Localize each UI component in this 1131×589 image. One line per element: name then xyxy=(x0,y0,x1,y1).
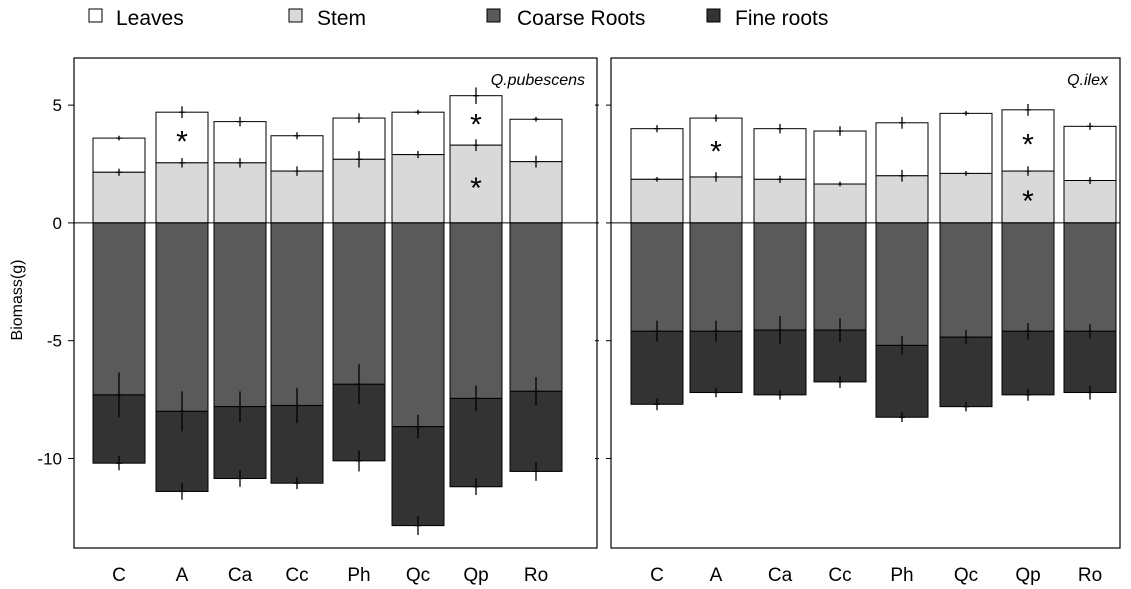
bar-fine-roots-c xyxy=(630,330,684,405)
y-axis-title: Biomass(g) xyxy=(9,260,26,341)
x-tick-label-ca: Ca xyxy=(228,565,253,586)
x-tick-label-a: A xyxy=(710,565,723,586)
bar-coarse-roots-ca xyxy=(213,222,267,408)
bar-coarse-roots-qc xyxy=(939,222,993,338)
bar-coarse-roots-a xyxy=(689,222,743,332)
x-tick-label-ro: Ro xyxy=(1078,565,1102,586)
legend: Leaves Stem Coarse Roots Fine roots xyxy=(88,7,828,30)
x-tick-label-cc: Cc xyxy=(828,565,851,586)
bar-stem-ca xyxy=(753,178,807,224)
significance-mark: * xyxy=(470,108,482,141)
plot-frame xyxy=(610,57,1121,549)
bar-stem-qp xyxy=(1001,170,1055,224)
bar-fine-roots-qp xyxy=(449,397,503,488)
legend-label-coarse-roots: Coarse Roots xyxy=(517,7,645,30)
panel-q-ilex: C A Ca Cc Ph Qc Qp Ro * * * Q.ilex xyxy=(595,57,1121,586)
panel-q-pubescens: 5 0 -5 -10 C A Ca Cc Ph Qc Qp Ro * * * Q.pubescens xyxy=(37,57,598,586)
y-tick-label: -10 xyxy=(37,449,62,468)
bar-leaves-cc xyxy=(813,130,867,185)
bar-fine-roots-ph xyxy=(875,344,929,418)
legend-swatch-coarse-roots xyxy=(486,8,501,23)
legend-label-leaves: Leaves xyxy=(116,7,184,30)
bar-leaves-ca xyxy=(753,128,807,180)
bar-leaves-qc xyxy=(391,111,445,156)
bar-coarse-roots-ro xyxy=(1063,222,1117,332)
bar-stem-qc xyxy=(391,154,445,224)
bar-fine-roots-qc xyxy=(939,336,993,408)
bar-coarse-roots-ph xyxy=(332,222,386,385)
bar-stem-qc xyxy=(939,172,993,224)
x-tick-label-c: C xyxy=(650,565,664,586)
bar-stem-c xyxy=(92,171,146,224)
bar-stem-c xyxy=(630,178,684,224)
bar-coarse-roots-c xyxy=(92,222,146,396)
y-tick-label: 0 xyxy=(53,214,62,233)
bar-fine-roots-ro xyxy=(1063,330,1117,394)
bar-coarse-roots-a xyxy=(155,222,209,412)
bar-leaves-c xyxy=(630,128,684,180)
bar-fine-roots-qp xyxy=(1001,330,1055,396)
y-tick-label: -5 xyxy=(47,332,62,351)
bar-stem-a xyxy=(155,162,209,224)
bar-coarse-roots-c xyxy=(630,222,684,332)
x-tick-label-ph: Ph xyxy=(890,565,913,586)
significance-mark: * xyxy=(176,126,188,159)
bar-stem-ro xyxy=(1063,180,1117,224)
bar-stem-a xyxy=(689,176,743,224)
bar-coarse-roots-ca xyxy=(753,222,807,331)
bar-leaves-ph xyxy=(875,122,929,177)
bar-stem-ph xyxy=(875,175,929,224)
x-tick-label-ca: Ca xyxy=(768,565,793,586)
significance-mark: * xyxy=(1022,128,1034,161)
x-tick-label-qp: Qp xyxy=(463,565,488,586)
legend-swatch-fine-roots xyxy=(706,8,721,23)
legend-swatch-leaves xyxy=(88,8,103,23)
bar-leaves-ca xyxy=(213,121,267,164)
bar-coarse-roots-ro xyxy=(509,222,563,392)
x-tick-label-qc: Qc xyxy=(954,565,978,586)
legend-label-fine-roots: Fine roots xyxy=(735,7,828,30)
bar-coarse-roots-qp xyxy=(1001,222,1055,332)
bar-stem-ph xyxy=(332,158,386,224)
bar-stem-ca xyxy=(213,162,267,224)
bar-stem-ro xyxy=(509,161,563,224)
x-tick-label-ro: Ro xyxy=(524,565,548,586)
bar-stem-cc xyxy=(270,170,324,224)
significance-mark: * xyxy=(470,172,482,205)
x-tick-label-ph: Ph xyxy=(347,565,370,586)
legend-swatch-stem xyxy=(288,8,303,23)
bar-coarse-roots-cc xyxy=(813,222,867,331)
bar-fine-roots-qc xyxy=(391,426,445,527)
panel-title: Q.pubescens xyxy=(491,72,585,89)
significance-mark: * xyxy=(710,136,722,169)
bar-leaves-ro xyxy=(1063,125,1117,181)
bar-leaves-c xyxy=(92,137,146,173)
x-tick-label-a: A xyxy=(176,565,189,586)
bar-coarse-roots-qp xyxy=(449,222,503,399)
bar-leaves-a xyxy=(155,111,209,164)
legend-label-stem: Stem xyxy=(317,7,366,30)
bar-leaves-ro xyxy=(509,118,563,163)
x-tick-label-c: C xyxy=(112,565,126,586)
bar-stem-cc xyxy=(813,183,867,224)
plot-frame xyxy=(73,57,598,549)
y-tick-label: 5 xyxy=(53,96,62,115)
x-tick-label-cc: Cc xyxy=(285,565,308,586)
bar-leaves-cc xyxy=(270,135,324,172)
bar-coarse-roots-cc xyxy=(270,222,324,406)
bar-leaves-qc xyxy=(939,112,993,174)
bar-coarse-roots-qc xyxy=(391,222,445,428)
x-tick-label-qc: Qc xyxy=(406,565,430,586)
x-tick-label-qp: Qp xyxy=(1015,565,1040,586)
bar-stem-qp xyxy=(449,144,503,224)
significance-mark: * xyxy=(1022,185,1034,218)
panel-title: Q.ilex xyxy=(1067,72,1109,89)
bar-coarse-roots-ph xyxy=(875,222,929,346)
bar-leaves-a xyxy=(689,117,743,178)
